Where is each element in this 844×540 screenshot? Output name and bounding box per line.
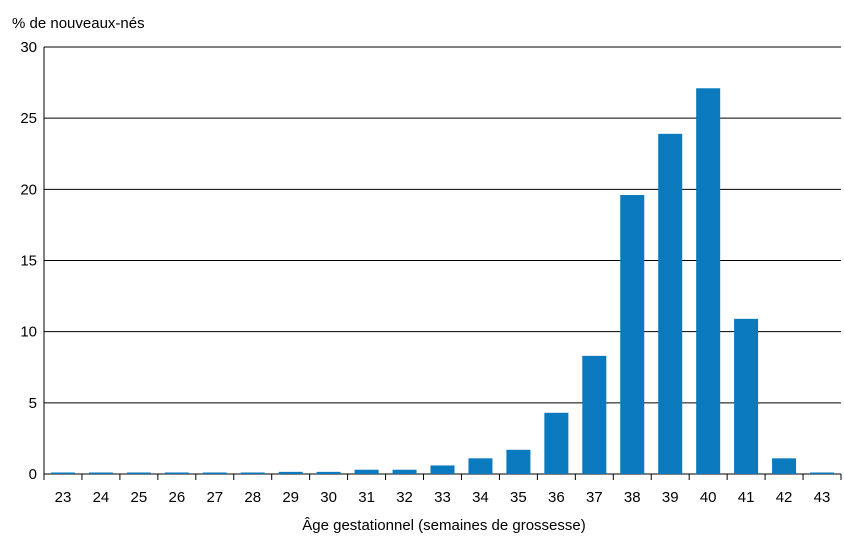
bar-33 (430, 465, 455, 474)
y-tick-label: 15 (20, 253, 37, 270)
x-tick-label: 43 (814, 489, 831, 506)
x-tick-label: 28 (244, 489, 261, 506)
bar-25 (126, 472, 151, 474)
x-tick-label: 29 (282, 489, 299, 506)
bar-27 (202, 472, 227, 474)
y-tick-label: 30 (20, 39, 37, 56)
x-tick-label: 32 (396, 489, 413, 506)
bar-23 (50, 472, 75, 474)
x-tick-label: 23 (55, 489, 72, 506)
x-tick-label: 39 (662, 489, 679, 506)
bar-40 (696, 88, 721, 474)
bar-29 (278, 471, 303, 474)
bar-34 (468, 458, 493, 474)
bar-24 (88, 472, 113, 474)
y-tick-label: 0 (29, 466, 37, 483)
bar-31 (354, 469, 379, 474)
y-tick-label: 25 (20, 110, 37, 127)
x-tick-label: 36 (548, 489, 565, 506)
x-tick-label: 26 (168, 489, 185, 506)
bar-37 (582, 355, 607, 474)
bar-42 (772, 458, 797, 474)
x-tick-label: 34 (472, 489, 489, 506)
x-tick-label: 33 (434, 489, 451, 506)
y-tick-label: 10 (20, 324, 37, 341)
x-axis-title: Âge gestationnel (semaines de grossesse) (302, 517, 586, 534)
x-tick-label: 25 (131, 489, 148, 506)
bar-30 (316, 471, 341, 474)
x-tick-label: 31 (358, 489, 375, 506)
x-tick-labels: 23 24 25 26 27 28 29 30 31 32 33 34 35 36 37 38 39 40 41 42… (55, 489, 831, 506)
bar-26 (164, 472, 189, 474)
x-tick-label: 41 (738, 489, 755, 506)
bar-39 (658, 133, 683, 474)
x-tick-label: 40 (700, 489, 717, 506)
bar-35 (506, 449, 531, 474)
bar-43 (810, 472, 835, 474)
x-tick-label: 42 (776, 489, 793, 506)
bar-38 (620, 195, 645, 474)
bar-32 (392, 469, 417, 474)
y-axis-title: % de nouveaux-nés (12, 15, 145, 32)
x-tick-label: 24 (93, 489, 110, 506)
x-tick-label: 27 (206, 489, 223, 506)
x-tick-label: 30 (320, 489, 337, 506)
bars (50, 88, 835, 474)
x-tick-label: 37 (586, 489, 603, 506)
y-tick-label: 5 (29, 395, 37, 412)
bar-41 (734, 318, 759, 474)
bar-28 (240, 472, 265, 474)
y-tick-label: 20 (20, 181, 37, 198)
gridlines (43, 46, 842, 480)
y-tick-labels: 0 5 10 15 20 25 30 (20, 39, 37, 483)
x-tick-label: 38 (624, 489, 641, 506)
bar-36 (544, 412, 569, 474)
x-tick-label: 35 (510, 489, 527, 506)
